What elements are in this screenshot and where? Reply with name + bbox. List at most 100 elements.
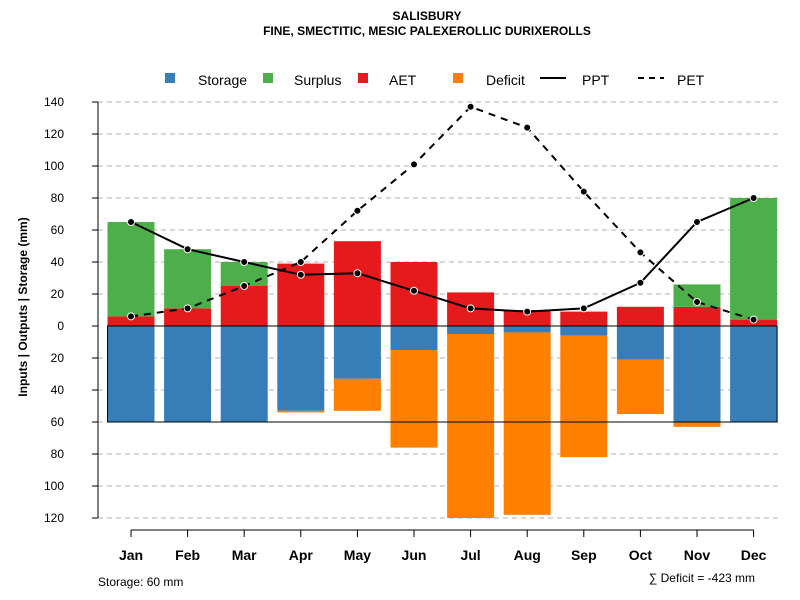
pet-point [240, 282, 249, 290]
month-label-nov: Nov [684, 547, 711, 563]
surplus-bar-dec [730, 198, 778, 320]
surplus-bar-jan [107, 222, 155, 317]
ppt-point [466, 304, 475, 313]
y-axis-label: Inputs | Outputs | Storage (mm) [16, 217, 30, 396]
ppt-point [410, 286, 418, 295]
legend-deficit-label: Deficit [486, 72, 525, 88]
legend-pet-label: PET [677, 72, 705, 88]
ppt-point [579, 304, 588, 313]
aet-bar-jan [107, 316, 155, 326]
pet-point [127, 312, 135, 321]
chart-title: SALISBURY [393, 9, 462, 23]
ppt-point [693, 218, 701, 226]
deficit-bar-sep [560, 335, 608, 458]
deficit-bar-may [333, 378, 381, 411]
legend-ppt-label: PPT [582, 72, 610, 88]
pet-point [296, 258, 305, 266]
y-tick-label: 80 [51, 191, 65, 205]
deficit-bar-nov [673, 422, 721, 427]
y-tick-label: 40 [51, 383, 65, 397]
ppt-line [130, 197, 754, 313]
bars [107, 198, 778, 518]
month-label-feb: Feb [175, 547, 200, 563]
ppt-point [240, 258, 249, 266]
month-label-jul: Jul [460, 547, 480, 563]
storage-bar-apr [277, 326, 325, 411]
legend: Storage Surplus AET Deficit PPT PET [165, 72, 705, 88]
month-label-apr: Apr [289, 547, 314, 563]
y-tick-label: 100 [44, 159, 64, 173]
gridlines [98, 101, 780, 519]
pet-point [749, 315, 758, 324]
chart-subtitle: FINE, SMECTITIC, MESIC PALEXEROLLIC DURI… [263, 24, 591, 38]
storage-bar-jun [390, 326, 438, 350]
aet-bar-oct [616, 306, 664, 326]
month-label-jun: Jun [402, 547, 427, 563]
month-label-oct: Oct [629, 547, 653, 563]
deficit-bar-apr [277, 410, 325, 413]
aet-bar-mar [220, 286, 268, 326]
aet-bar-nov [673, 306, 721, 326]
storage-capacity-box [107, 325, 778, 423]
y-tick-label: 20 [51, 351, 65, 365]
ppt-point [636, 278, 645, 287]
legend-deficit-swatch [453, 73, 463, 83]
legend-storage-swatch [165, 73, 175, 83]
y-tick-label: 0 [57, 319, 64, 333]
aet-bar-feb [164, 308, 212, 326]
legend-storage-label: Storage [198, 72, 247, 88]
month-label-may: May [344, 547, 371, 563]
series-lines [107, 102, 778, 423]
y-tick-label: 40 [51, 255, 65, 269]
month-label-dec: Dec [741, 547, 767, 563]
ppt-point [523, 307, 532, 316]
pet-point [466, 102, 475, 111]
deficit-bar-jun [390, 350, 438, 448]
deficit-bar-jul [447, 334, 495, 518]
y-tick-label: 120 [44, 511, 64, 525]
pet-line [130, 105, 754, 321]
legend-surplus-swatch [263, 73, 273, 83]
ppt-point [127, 218, 135, 226]
storage-bar-may [333, 326, 381, 379]
month-label-jan: Jan [119, 547, 143, 563]
legend-aet-label: AET [389, 72, 417, 88]
aet-bar-may [333, 241, 381, 326]
deficit-bar-aug [503, 332, 551, 515]
deficit-bar-oct [616, 359, 664, 414]
legend-surplus-label: Surplus [294, 72, 341, 88]
storage-bar-jul [447, 326, 495, 334]
storage-bar-mar [220, 326, 268, 422]
month-label-mar: Mar [232, 547, 257, 563]
storage-bar-aug [503, 326, 551, 333]
pet-point [579, 187, 588, 196]
y-tick-label: 20 [51, 287, 65, 301]
pet-point [523, 123, 532, 132]
month-label-aug: Aug [514, 547, 541, 563]
y-tick-label: 80 [51, 447, 65, 461]
aet-bar-sep [560, 311, 608, 326]
month-label-sep: Sep [571, 547, 597, 563]
y-tick-label: 100 [44, 479, 64, 493]
storage-bar-jan [107, 326, 155, 422]
surplus-bar-feb [164, 249, 212, 309]
y-tick-label: 60 [51, 223, 65, 237]
storage-note: Storage: 60 mm [98, 575, 183, 589]
pet-point [636, 248, 645, 257]
y-tick-label: 140 [44, 95, 64, 109]
legend-aet-swatch [358, 73, 368, 83]
axes: 0 20 40 60 80 100 120 140 20 40 60 80 100 120 Jan Feb Ma… [44, 95, 767, 563]
storage-bar-oct [616, 326, 664, 360]
storage-bar-feb [164, 326, 212, 422]
deficit-total: ∑ Deficit = -423 mm [649, 571, 755, 585]
pet-point [183, 304, 192, 313]
y-tick-label: 120 [44, 127, 64, 141]
pet-point [410, 160, 418, 169]
ppt-point [183, 245, 192, 254]
ppt-point [296, 270, 305, 279]
surplus-bar-nov [673, 284, 721, 307]
pet-point [353, 206, 362, 215]
aet-bar-aug [503, 310, 551, 326]
storage-bar-dec [730, 326, 778, 422]
